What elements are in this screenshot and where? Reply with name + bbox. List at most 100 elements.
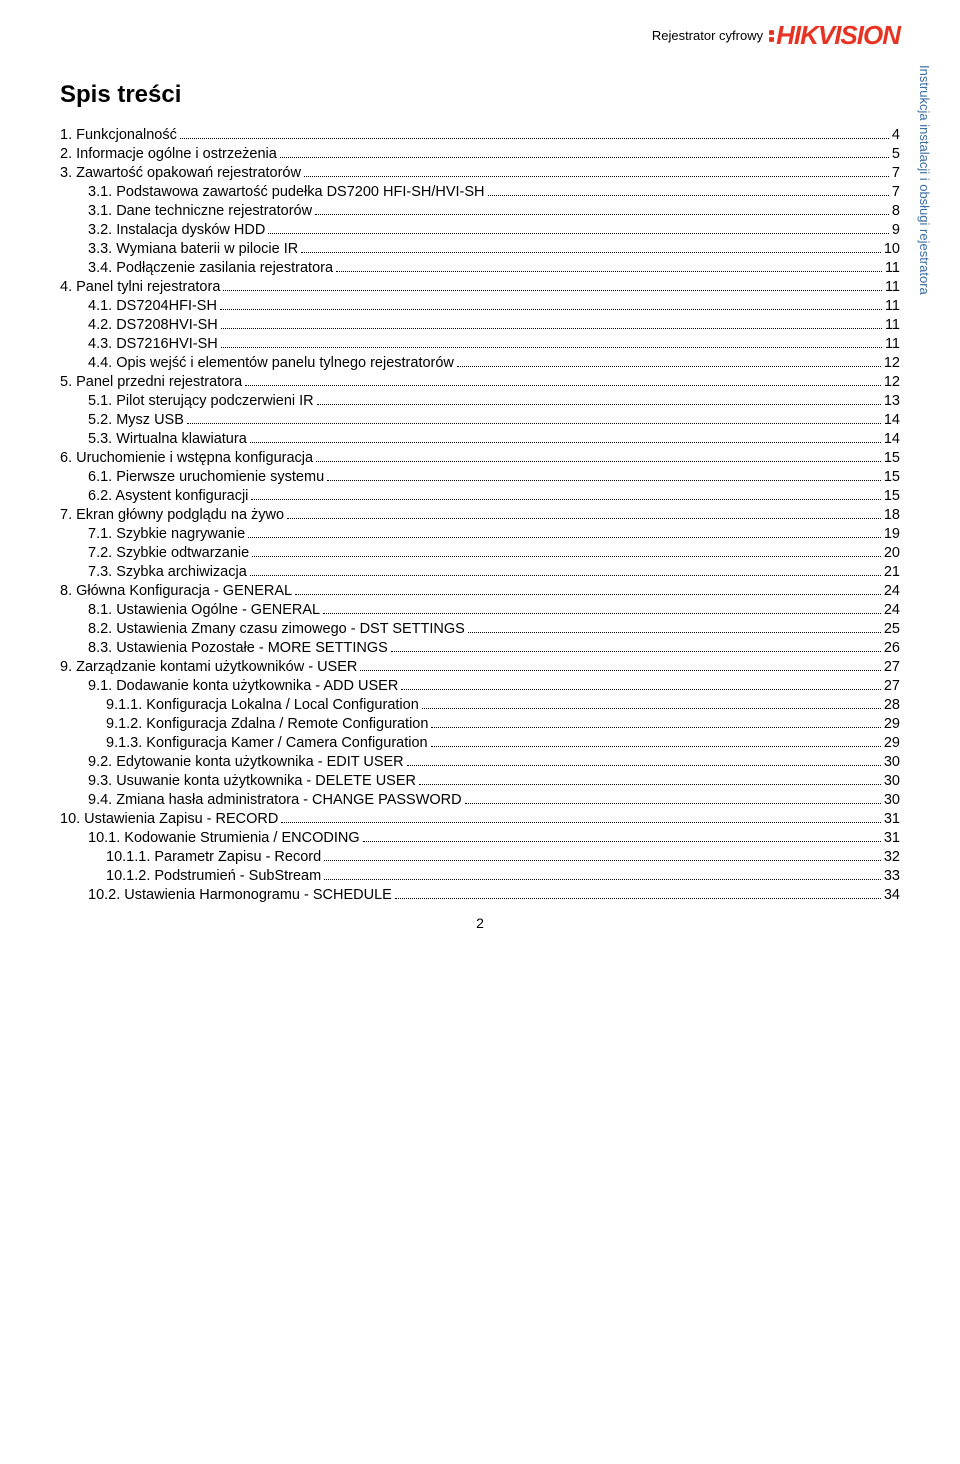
toc-leader-dots: [187, 423, 881, 424]
toc-leader-dots: [336, 271, 882, 272]
toc-page-number: 29: [884, 735, 900, 751]
toc-label: 3. Zawartość opakowań rejestratorów: [60, 165, 301, 181]
toc-page-number: 30: [884, 792, 900, 808]
page-number: 2: [60, 915, 900, 931]
toc-label: 3.4. Podłączenie zasilania rejestratora: [88, 260, 333, 276]
toc-leader-dots: [221, 328, 882, 329]
toc-leader-dots: [422, 708, 881, 709]
toc-page-number: 15: [884, 469, 900, 485]
toc-leader-dots: [295, 594, 881, 595]
toc-entry: 5.3. Wirtualna klawiatura 14: [60, 431, 900, 447]
toc-page-number: 15: [884, 450, 900, 466]
toc-leader-dots: [180, 138, 889, 139]
toc-leader-dots: [304, 176, 889, 177]
toc-entry: 3.1. Podstawowa zawartość pudełka DS7200…: [60, 184, 900, 200]
toc-label: 10.1.1. Parametr Zapisu - Record: [106, 849, 321, 865]
toc-label: 8.3. Ustawienia Pozostałe - MORE SETTING…: [88, 640, 388, 656]
toc-leader-dots: [327, 480, 881, 481]
toc-page-number: 26: [884, 640, 900, 656]
toc-label: 5. Panel przedni rejestratora: [60, 374, 242, 390]
toc-label: 9.2. Edytowanie konta użytkownika - EDIT…: [88, 754, 404, 770]
toc-entry: 9.1.2. Konfiguracja Zdalna / Remote Conf…: [60, 716, 900, 732]
logo-text: HIKVISION: [776, 20, 900, 51]
toc-leader-dots: [248, 537, 881, 538]
toc-leader-dots: [315, 214, 889, 215]
toc-leader-dots: [465, 803, 881, 804]
toc-entry: 3.4. Podłączenie zasilania rejestratora …: [60, 260, 900, 276]
toc-entry: 7.2. Szybkie odtwarzanie 20: [60, 545, 900, 561]
toc-entry: 1. Funkcjonalność 4: [60, 127, 900, 143]
toc-leader-dots: [268, 233, 889, 234]
toc-page-number: 15: [884, 488, 900, 504]
toc-page-number: 11: [885, 336, 900, 352]
toc-entry: 6.1. Pierwsze uruchomienie systemu 15: [60, 469, 900, 485]
toc-page-number: 27: [884, 659, 900, 675]
toc-entry: 8.1. Ustawienia Ogólne - GENERAL 24: [60, 602, 900, 618]
toc-label: 9.1. Dodawanie konta użytkownika - ADD U…: [88, 678, 398, 694]
toc-page-number: 19: [884, 526, 900, 542]
toc-label: 4.2. DS7208HVI-SH: [88, 317, 218, 333]
toc-page-number: 4: [892, 127, 900, 143]
toc-leader-dots: [252, 556, 881, 557]
toc-label: 6.2. Asystent konfiguracji: [88, 488, 248, 504]
toc-label: 9. Zarządzanie kontami użytkowników - US…: [60, 659, 357, 675]
toc-leader-dots: [251, 499, 880, 500]
toc-entry: 2. Informacje ogólne i ostrzeżenia 5: [60, 146, 900, 162]
toc-leader-dots: [391, 651, 881, 652]
toc-page-number: 7: [892, 184, 900, 200]
toc-label: 2. Informacje ogólne i ostrzeżenia: [60, 146, 277, 162]
toc-label: 5.1. Pilot sterujący podczerwieni IR: [88, 393, 314, 409]
toc-leader-dots: [281, 822, 880, 823]
toc-label: 5.2. Mysz USB: [88, 412, 184, 428]
toc-entry: 5. Panel przedni rejestratora 12: [60, 374, 900, 390]
toc-leader-dots: [324, 879, 881, 880]
toc-leader-dots: [431, 746, 881, 747]
toc-leader-dots: [250, 575, 881, 576]
toc-entry: 9. Zarządzanie kontami użytkowników - US…: [60, 659, 900, 675]
toc-page-number: 14: [884, 431, 900, 447]
toc-leader-dots: [317, 404, 881, 405]
toc-entry: 5.1. Pilot sterujący podczerwieni IR 13: [60, 393, 900, 409]
toc-label: 5.3. Wirtualna klawiatura: [88, 431, 247, 447]
toc-leader-dots: [431, 727, 880, 728]
toc-label: 9.4. Zmiana hasła administratora - CHANG…: [88, 792, 462, 808]
toc-entry: 4. Panel tylni rejestratora 11: [60, 279, 900, 295]
toc-entry: 6. Uruchomienie i wstępna konfiguracja 1…: [60, 450, 900, 466]
logo-dots-icon: [769, 30, 774, 42]
toc-label: 10.1.2. Podstrumień - SubStream: [106, 868, 321, 884]
toc-entry: 6.2. Asystent konfiguracji 15: [60, 488, 900, 504]
toc-page-number: 8: [892, 203, 900, 219]
toc-entry: 3.1. Dane techniczne rejestratorów 8: [60, 203, 900, 219]
toc-page-number: 12: [884, 374, 900, 390]
toc-entry: 10. Ustawienia Zapisu - RECORD 31: [60, 811, 900, 827]
toc-label: 7.1. Szybkie nagrywanie: [88, 526, 245, 542]
toc-entry: 7. Ekran główny podglądu na żywo 18: [60, 507, 900, 523]
toc-page-number: 30: [884, 773, 900, 789]
toc-page-number: 31: [884, 811, 900, 827]
toc-leader-dots: [280, 157, 889, 158]
toc-leader-dots: [223, 290, 882, 291]
toc-page-number: 7: [892, 165, 900, 181]
toc-page-number: 20: [884, 545, 900, 561]
toc-page-number: 10: [884, 241, 900, 257]
toc-entry: 3.2. Instalacja dysków HDD 9: [60, 222, 900, 238]
toc-entry: 8.3. Ustawienia Pozostałe - MORE SETTING…: [60, 640, 900, 656]
toc-page-number: 34: [884, 887, 900, 903]
toc-page-number: 25: [884, 621, 900, 637]
toc-page-number: 14: [884, 412, 900, 428]
toc-entry: 9.4. Zmiana hasła administratora - CHANG…: [60, 792, 900, 808]
toc-entry: 10.2. Ustawienia Harmonogramu - SCHEDULE…: [60, 887, 900, 903]
toc-label: 7.3. Szybka archiwizacja: [88, 564, 247, 580]
toc-page-number: 32: [884, 849, 900, 865]
toc-leader-dots: [407, 765, 881, 766]
toc-page-number: 24: [884, 583, 900, 599]
toc-leader-dots: [250, 442, 881, 443]
toc-page-number: 31: [884, 830, 900, 846]
toc-label: 4.1. DS7204HFI-SH: [88, 298, 217, 314]
toc-page-number: 29: [884, 716, 900, 732]
header: Rejestrator cyfrowy HIKVISION: [60, 20, 900, 51]
toc-entry: 7.1. Szybkie nagrywanie 19: [60, 526, 900, 542]
toc-label: 10.1. Kodowanie Strumienia / ENCODING: [88, 830, 360, 846]
toc-entry: 9.1.3. Konfiguracja Kamer / Camera Confi…: [60, 735, 900, 751]
toc-leader-dots: [323, 613, 881, 614]
